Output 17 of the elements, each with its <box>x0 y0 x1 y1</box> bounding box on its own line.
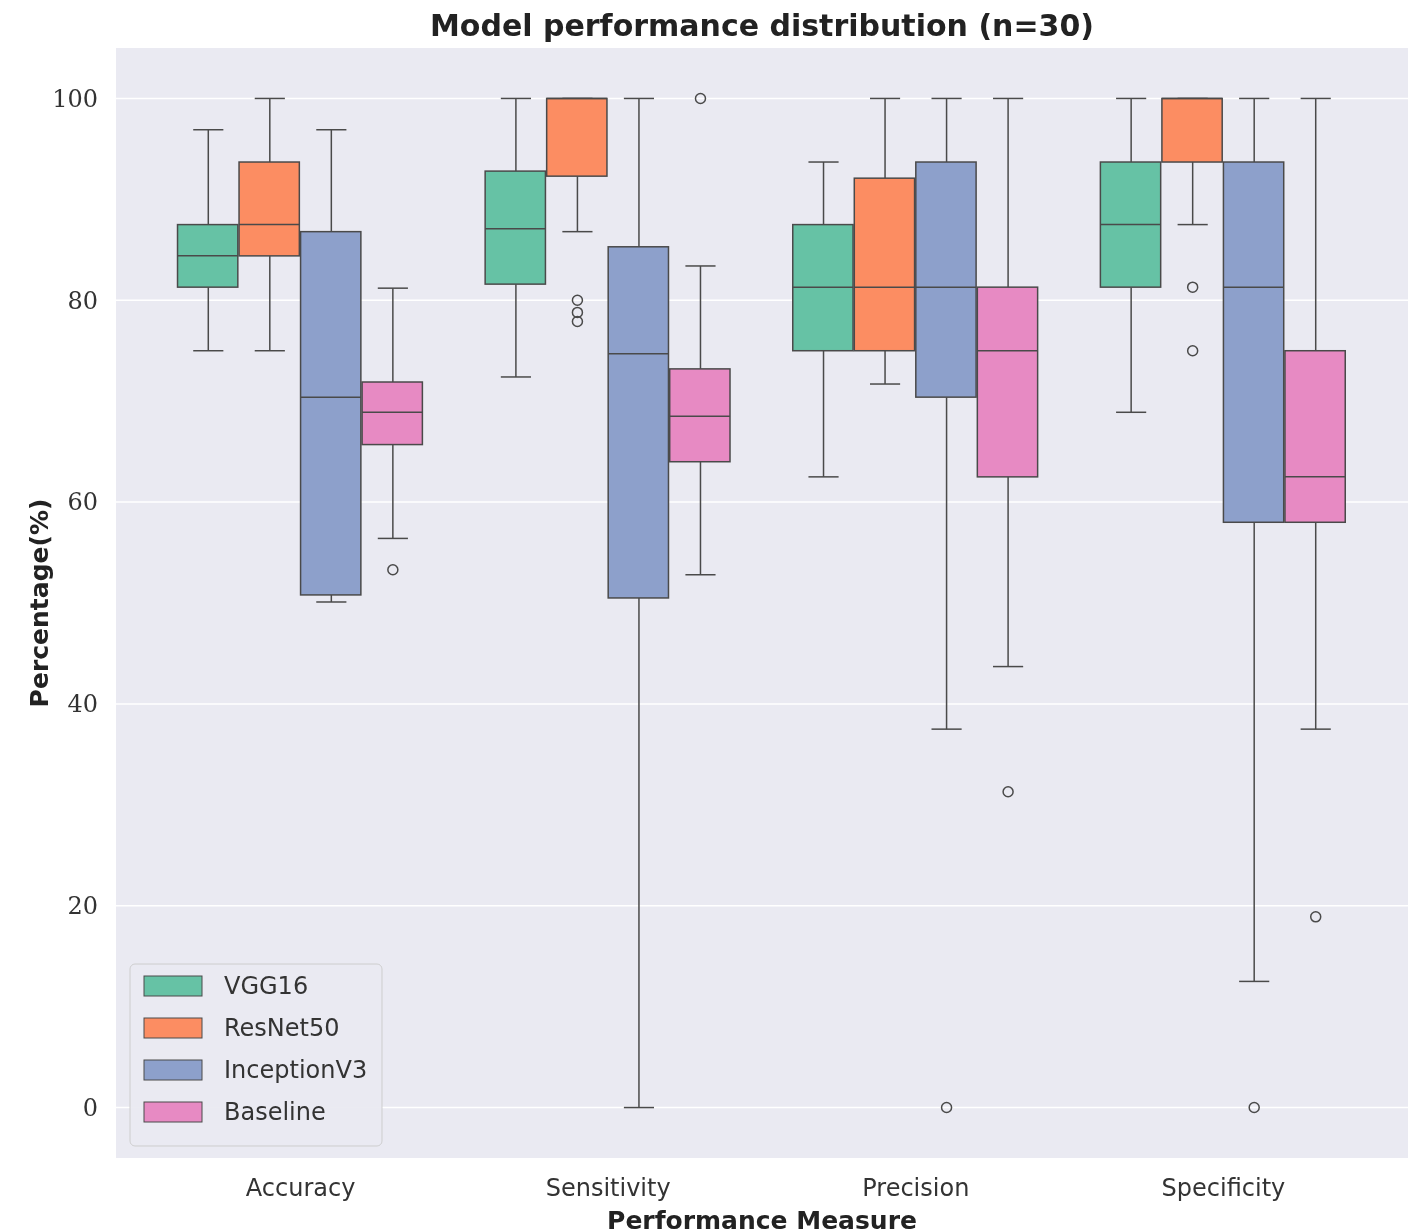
y-tick-label: 80 <box>67 286 98 315</box>
legend-label: Baseline <box>224 1098 326 1127</box>
x-tick-label: Sensitivity <box>545 1174 671 1202</box>
x-tick-label: Specificity <box>1161 1174 1286 1202</box>
y-tick-label: 0 <box>82 1093 98 1122</box>
x-axis-title: Performance Measure <box>607 1206 917 1232</box>
legend-label: ResNet50 <box>224 1014 340 1043</box>
y-tick-label: 60 <box>67 488 98 517</box>
legend-label: VGG16 <box>224 972 309 1001</box>
x-tick-label: Accuracy <box>245 1174 356 1202</box>
legend-label: InceptionV3 <box>224 1056 368 1085</box>
y-tick-label: 100 <box>52 84 98 113</box>
x-tick-label: Precision <box>862 1174 970 1202</box>
y-axis-title: Percentage(%) <box>25 498 54 708</box>
chart-title: Model performance distribution (n=30) <box>429 8 1095 43</box>
y-tick-label: 20 <box>67 892 98 921</box>
y-tick-label: 40 <box>67 690 98 719</box>
